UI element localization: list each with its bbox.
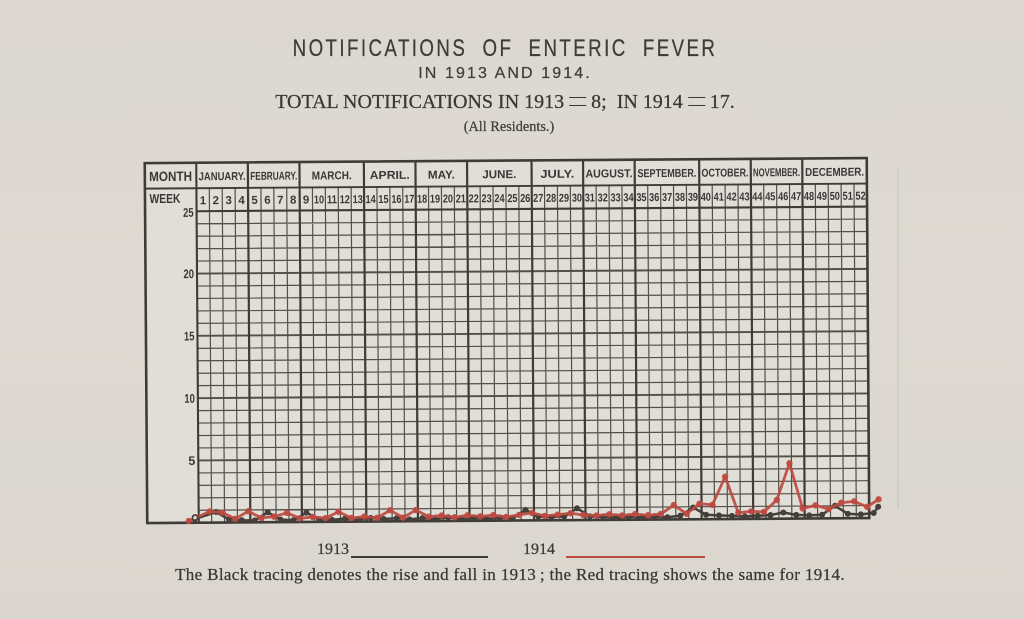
svg-text:DECEMBER.: DECEMBER. bbox=[805, 167, 864, 179]
svg-text:43: 43 bbox=[739, 191, 749, 203]
svg-text:35: 35 bbox=[636, 192, 647, 204]
svg-text:33: 33 bbox=[610, 192, 620, 204]
svg-text:APRIL.: APRIL. bbox=[370, 170, 410, 182]
svg-text:20: 20 bbox=[183, 267, 194, 281]
svg-text:45: 45 bbox=[765, 191, 776, 203]
svg-text:30: 30 bbox=[572, 193, 582, 205]
svg-text:25: 25 bbox=[507, 193, 518, 205]
svg-text:MONTH: MONTH bbox=[149, 169, 192, 184]
svg-text:41: 41 bbox=[714, 192, 725, 204]
svg-text:4: 4 bbox=[238, 195, 245, 207]
svg-text:MAY.: MAY. bbox=[428, 169, 455, 181]
svg-text:WEEK: WEEK bbox=[149, 191, 181, 206]
svg-text:16: 16 bbox=[391, 194, 401, 206]
svg-text:5: 5 bbox=[251, 195, 258, 207]
svg-text:9: 9 bbox=[303, 194, 309, 206]
svg-text:15: 15 bbox=[184, 329, 195, 343]
svg-text:50: 50 bbox=[830, 191, 840, 203]
svg-text:40: 40 bbox=[701, 192, 711, 204]
svg-text:14: 14 bbox=[365, 194, 376, 206]
svg-text:SEPTEMBER.: SEPTEMBER. bbox=[637, 168, 696, 180]
svg-text:36: 36 bbox=[649, 192, 659, 204]
svg-text:NOVEMBER.: NOVEMBER. bbox=[753, 167, 800, 179]
svg-text:AUGUST.: AUGUST. bbox=[585, 168, 632, 180]
svg-text:JANUARY.: JANUARY. bbox=[199, 171, 246, 183]
svg-text:JUNE.: JUNE. bbox=[482, 169, 516, 181]
svg-text:39: 39 bbox=[688, 192, 698, 204]
svg-text:19: 19 bbox=[430, 194, 440, 206]
svg-text:37: 37 bbox=[662, 192, 672, 204]
svg-text:26: 26 bbox=[520, 193, 530, 205]
svg-text:42: 42 bbox=[726, 191, 736, 203]
svg-text:46: 46 bbox=[778, 191, 788, 203]
svg-text:25: 25 bbox=[183, 206, 194, 220]
svg-text:17: 17 bbox=[404, 194, 414, 206]
svg-text:22: 22 bbox=[469, 193, 479, 205]
svg-text:52: 52 bbox=[855, 191, 865, 203]
svg-text:15: 15 bbox=[378, 194, 389, 206]
svg-text:6: 6 bbox=[264, 195, 270, 207]
svg-text:31: 31 bbox=[585, 192, 596, 204]
svg-text:10: 10 bbox=[314, 194, 324, 206]
svg-text:20: 20 bbox=[443, 193, 453, 205]
svg-text:1: 1 bbox=[200, 195, 207, 207]
svg-text:28: 28 bbox=[546, 193, 557, 205]
svg-text:OCTOBER.: OCTOBER. bbox=[701, 167, 748, 179]
svg-text:29: 29 bbox=[559, 193, 569, 205]
svg-text:13: 13 bbox=[353, 194, 363, 206]
svg-text:11: 11 bbox=[327, 194, 338, 206]
svg-text:32: 32 bbox=[598, 192, 608, 204]
svg-text:27: 27 bbox=[533, 193, 543, 205]
svg-text:8: 8 bbox=[290, 195, 297, 207]
svg-text:FEBRUARY.: FEBRUARY. bbox=[250, 171, 297, 183]
svg-text:3: 3 bbox=[225, 195, 231, 207]
svg-text:49: 49 bbox=[817, 191, 827, 203]
svg-text:38: 38 bbox=[675, 192, 686, 204]
svg-text:24: 24 bbox=[494, 193, 505, 205]
svg-text:5: 5 bbox=[188, 454, 195, 468]
svg-text:MARCH.: MARCH. bbox=[312, 170, 352, 182]
svg-text:51: 51 bbox=[843, 191, 854, 203]
svg-text:21: 21 bbox=[456, 193, 467, 205]
svg-text:18: 18 bbox=[417, 194, 428, 206]
svg-text:23: 23 bbox=[481, 193, 491, 205]
svg-text:44: 44 bbox=[752, 191, 763, 203]
svg-text:12: 12 bbox=[340, 194, 350, 206]
svg-text:34: 34 bbox=[623, 192, 634, 204]
svg-text:2: 2 bbox=[213, 195, 219, 207]
svg-text:7: 7 bbox=[277, 195, 283, 207]
svg-text:JULY.: JULY. bbox=[540, 169, 574, 181]
svg-text:10: 10 bbox=[184, 392, 195, 406]
svg-text:47: 47 bbox=[791, 191, 801, 203]
svg-text:48: 48 bbox=[804, 191, 815, 203]
